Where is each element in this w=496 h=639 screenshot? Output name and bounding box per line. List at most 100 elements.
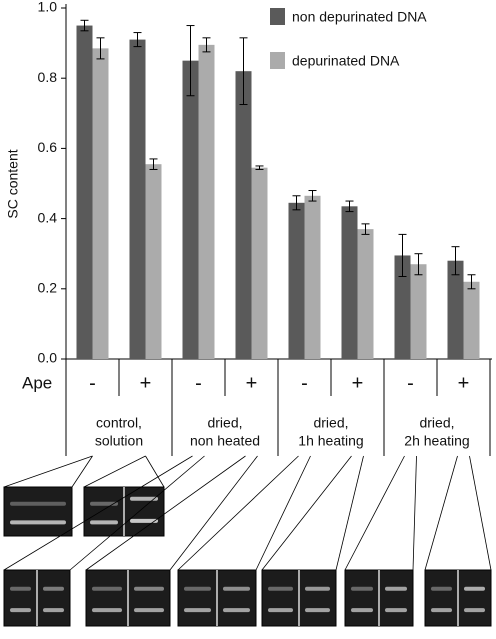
group-label: non heated	[190, 433, 260, 449]
error-bar	[202, 37, 211, 53]
connector	[3, 455, 193, 571]
x-axis-label: Ape	[22, 373, 52, 392]
bar	[463, 281, 480, 359]
error-bar	[398, 233, 407, 278]
bar	[198, 44, 215, 359]
group-label: solution	[95, 433, 143, 449]
error-bar	[345, 200, 354, 213]
gel-band	[268, 586, 293, 591]
error-bar	[186, 25, 195, 97]
legend-label: non depurinated DNA	[292, 9, 427, 25]
group-label: dried,	[313, 415, 348, 431]
gel-band	[305, 586, 330, 591]
gel-band	[223, 608, 250, 613]
x-tick-label: +	[246, 372, 258, 394]
gel-band	[43, 586, 64, 591]
bar	[357, 229, 374, 359]
bar	[288, 202, 305, 359]
connector	[169, 455, 258, 571]
bar	[410, 264, 427, 359]
gel-band	[184, 586, 211, 591]
gel-band	[464, 586, 485, 591]
connector	[71, 455, 93, 488]
x-tick-label: -	[301, 372, 308, 394]
gel-band	[464, 608, 485, 613]
x-tick-label: -	[195, 372, 202, 394]
gel-band	[385, 608, 407, 613]
gel-band	[351, 586, 373, 591]
group-label: 1h heating	[298, 433, 363, 449]
gel-band	[305, 608, 330, 613]
bar	[145, 164, 162, 359]
error-bar	[361, 223, 370, 235]
y-axis-label: SC content	[5, 149, 21, 218]
gel-image	[3, 486, 73, 537]
connector	[85, 455, 246, 571]
gel-band	[10, 520, 66, 525]
gel-band	[184, 608, 211, 613]
connector	[424, 455, 458, 571]
legend-label: depurinated DNA	[292, 53, 400, 69]
connector	[344, 455, 405, 571]
group-label: control,	[96, 415, 142, 431]
x-tick-label: +	[458, 372, 470, 394]
gel-band	[10, 608, 31, 613]
bar	[182, 60, 199, 360]
bar	[129, 39, 146, 360]
bar	[251, 167, 268, 359]
connector	[69, 455, 205, 571]
error-bar	[239, 37, 248, 106]
gel-band	[431, 586, 452, 591]
gel-band	[134, 608, 164, 613]
bar	[447, 260, 464, 359]
connector	[335, 455, 364, 571]
error-bar	[80, 19, 89, 32]
gel-band	[385, 586, 407, 591]
connector	[177, 455, 299, 571]
error-bar	[149, 158, 158, 170]
connector	[261, 455, 352, 571]
error-bar	[292, 195, 301, 211]
gel-band	[10, 501, 66, 506]
group-label: dried,	[207, 415, 242, 431]
y-tick-label: 1.0	[38, 0, 58, 15]
connector	[412, 455, 417, 571]
error-bar	[467, 274, 476, 290]
bar	[92, 48, 109, 360]
legend-swatch	[270, 52, 285, 69]
error-bar	[96, 37, 105, 60]
y-tick-label: 0.6	[38, 139, 58, 155]
y-tick-label: 0.0	[38, 350, 58, 366]
connector	[83, 455, 146, 488]
bar	[304, 195, 321, 359]
error-bar	[255, 165, 264, 170]
connector	[469, 455, 492, 571]
x-tick-label: +	[140, 372, 152, 394]
connector	[255, 455, 311, 571]
bar	[76, 25, 93, 360]
bar	[235, 71, 252, 360]
connector	[3, 455, 93, 488]
x-tick-label: -	[407, 372, 414, 394]
gel-band	[10, 586, 31, 591]
gel-band	[431, 608, 452, 613]
x-tick-label: -	[89, 372, 96, 394]
y-tick-label: 0.2	[38, 280, 58, 296]
gel-band	[134, 586, 164, 591]
gel-band	[43, 608, 64, 613]
bar	[394, 255, 411, 359]
error-bar	[308, 190, 317, 202]
gel-band	[92, 608, 122, 613]
gel-band	[268, 608, 293, 613]
gel-band	[223, 586, 250, 591]
y-tick-label: 0.8	[38, 69, 58, 85]
x-tick-label: +	[352, 372, 364, 394]
legend-swatch	[270, 8, 285, 25]
gel-band	[351, 608, 373, 613]
group-label: dried,	[419, 415, 454, 431]
error-bar	[451, 246, 460, 276]
gel-band	[90, 520, 118, 525]
group-label: 2h heating	[404, 433, 469, 449]
gel-band	[130, 518, 158, 523]
